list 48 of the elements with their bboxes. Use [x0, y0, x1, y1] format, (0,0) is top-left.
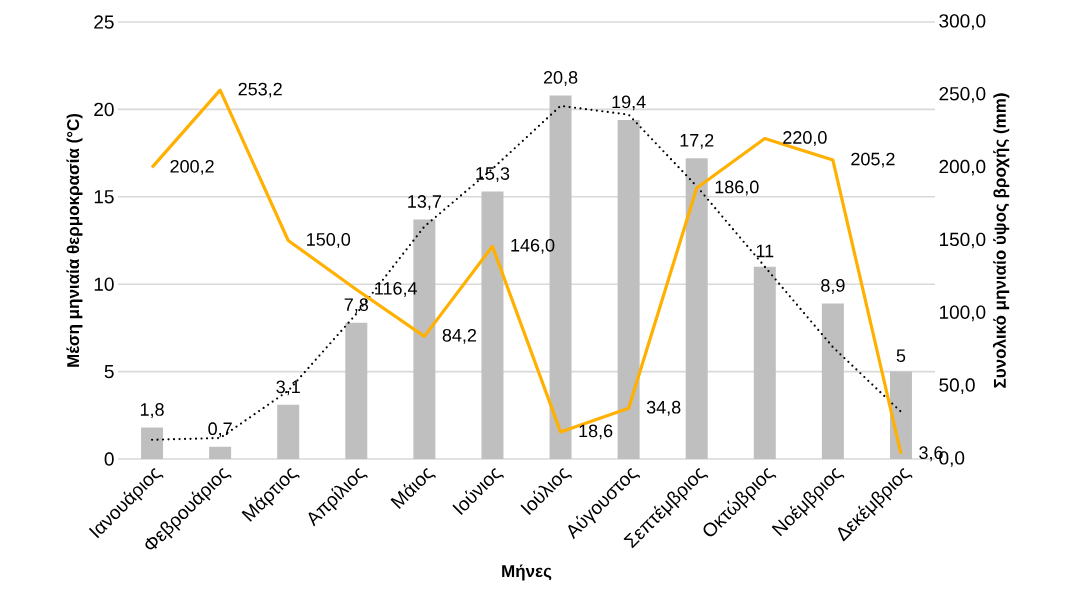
- data-label: 186,0: [715, 180, 759, 196]
- bar: [617, 119, 640, 459]
- bar: [685, 158, 708, 459]
- data-label: 84,2: [442, 328, 477, 344]
- data-label: 34,8: [646, 400, 681, 416]
- data-label: 1,8: [140, 403, 164, 419]
- y2-tick-label: 150,0: [939, 232, 986, 249]
- data-label: 20,8: [543, 71, 578, 86]
- y-tick-label: 15: [94, 190, 114, 204]
- x-axis-title: Μήνες: [502, 564, 552, 581]
- data-label: 3,1: [276, 380, 300, 396]
- bar: [821, 303, 844, 459]
- data-label: 11: [756, 244, 774, 258]
- data-label: 18,6: [579, 424, 613, 440]
- bar: [753, 266, 776, 459]
- y2-tick-label: 300,0: [939, 14, 986, 30]
- data-label: 146,0: [511, 238, 555, 254]
- y2-tick-label: 50,0: [939, 378, 975, 395]
- bar: [209, 446, 232, 459]
- y-tick-label: 10: [94, 277, 114, 291]
- data-label: 150,0: [307, 233, 351, 248]
- y2-axis-title: Συνολικό μηνιαίο ύψος βροχής (mm): [992, 93, 1010, 388]
- y2-tick-label: 250,0: [939, 86, 986, 103]
- data-label: 8,9: [821, 279, 845, 294]
- data-label: 253,2: [238, 82, 282, 98]
- y-tick-label: 20: [94, 102, 114, 117]
- y2-tick-label: 200,0: [939, 159, 986, 176]
- data-label: 13,7: [408, 195, 441, 210]
- bar: [345, 322, 368, 459]
- data-label: 200,2: [170, 159, 214, 175]
- data-label: 19,4: [612, 95, 646, 111]
- y-axis-title: Μέση μηνιαία θερμοκρασία (°C): [66, 113, 83, 367]
- data-label: 220,0: [783, 131, 827, 146]
- bar: [481, 191, 504, 459]
- y-tick-label: 25: [94, 15, 114, 29]
- data-label: 0,7: [208, 422, 232, 438]
- y-tick-label: 0: [104, 452, 114, 466]
- data-label: 17,2: [680, 133, 714, 149]
- data-label: 15,3: [476, 167, 510, 183]
- y-tick-label: 5: [104, 364, 114, 379]
- bar: [277, 404, 300, 459]
- data-label: 7,8: [344, 298, 369, 314]
- y2-tick-label: 100,0: [939, 305, 986, 322]
- bar: [889, 371, 912, 459]
- data-label: 116,4: [375, 282, 418, 297]
- data-label: 205,2: [851, 152, 895, 168]
- bar: [141, 427, 164, 459]
- data-label: 5: [896, 349, 906, 363]
